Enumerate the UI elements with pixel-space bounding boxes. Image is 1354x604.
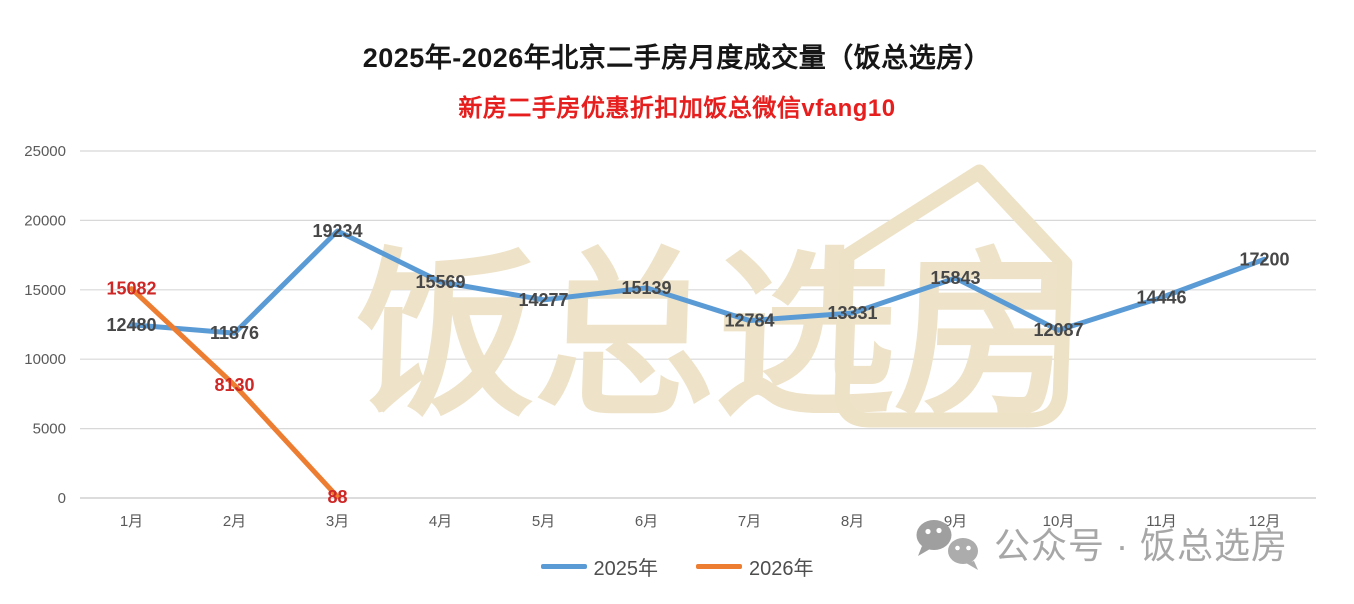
x-tick-label: 9月 [944, 513, 967, 530]
chart-subtitle: 新房二手房优惠折扣加饭总微信vfang10 [458, 95, 896, 122]
center-watermark-text: 饭总选房 [353, 236, 1080, 437]
footer-watermark-text: 公众号 · 饭总选房 [994, 525, 1288, 566]
x-tick-label: 5月 [532, 513, 555, 530]
y-tick-label: 15000 [24, 282, 66, 299]
data-label-2026年-1月: 15082 [106, 279, 156, 299]
footer-watermark: 公众号 · 饭总选房 [908, 512, 1288, 574]
data-label-2025年-12月: 17200 [1239, 249, 1289, 269]
watermark-house-outline [834, 164, 1073, 428]
data-label-2025年-1月: 12480 [106, 315, 156, 335]
center-watermark: 饭总选房 [353, 164, 1080, 437]
y-tick-label: 20000 [24, 212, 66, 229]
x-tick-label: 4月 [429, 513, 452, 530]
legend-item-2026: 2026年 [696, 552, 814, 581]
x-tick-label: 6月 [635, 513, 658, 530]
legend-item-2025: 2025年 [540, 552, 659, 581]
data-label-2025年-8月: 13331 [827, 303, 877, 323]
legend-swatch-2026 [696, 564, 742, 569]
data-label-2025年-9月: 15843 [930, 268, 980, 288]
data-label-2025年-3月: 19234 [312, 221, 362, 241]
y-tick-label: 0 [58, 490, 66, 507]
data-label-2025年-11月: 14446 [1136, 287, 1186, 307]
x-tick-label: 10月 [1043, 513, 1075, 530]
wechat-icon [916, 520, 978, 570]
chart-title: 2025年-2026年北京二手房月度成交量（饭总选房） [362, 43, 992, 73]
y-tick-label: 5000 [33, 421, 66, 438]
data-label-2025年-5月: 14277 [518, 290, 568, 310]
x-tick-label: 2月 [223, 513, 246, 530]
x-tick-label: 12月 [1249, 513, 1281, 530]
data-label-2026年-2月: 8130 [214, 375, 254, 395]
legend-label-2025: 2025年 [593, 558, 659, 580]
y-tick-label: 10000 [24, 351, 66, 368]
x-tick-label: 7月 [738, 513, 761, 530]
y-tick-label: 25000 [24, 143, 66, 160]
x-tick-label: 11月 [1146, 513, 1177, 530]
legend-swatch-2025 [540, 564, 587, 569]
legend-label-2026: 2026年 [749, 558, 814, 580]
data-label-2025年-4月: 15569 [415, 272, 465, 292]
x-tick-label: 8月 [841, 513, 864, 530]
data-label-2025年-7月: 12784 [724, 311, 774, 331]
x-tick-label: 3月 [326, 513, 349, 530]
x-tick-label: 1月 [120, 513, 143, 530]
data-label-2025年-10月: 12087 [1033, 320, 1083, 340]
data-label-2025年-2月: 11876 [210, 323, 259, 343]
series-line-2026年 [129, 286, 340, 500]
series-line-2025年 [129, 228, 1267, 336]
chart-legend: 2025年 2026年 [0, 552, 1354, 581]
data-label-2025年-6月: 15139 [621, 278, 671, 298]
data-label-2026年-3月: 88 [327, 487, 347, 507]
